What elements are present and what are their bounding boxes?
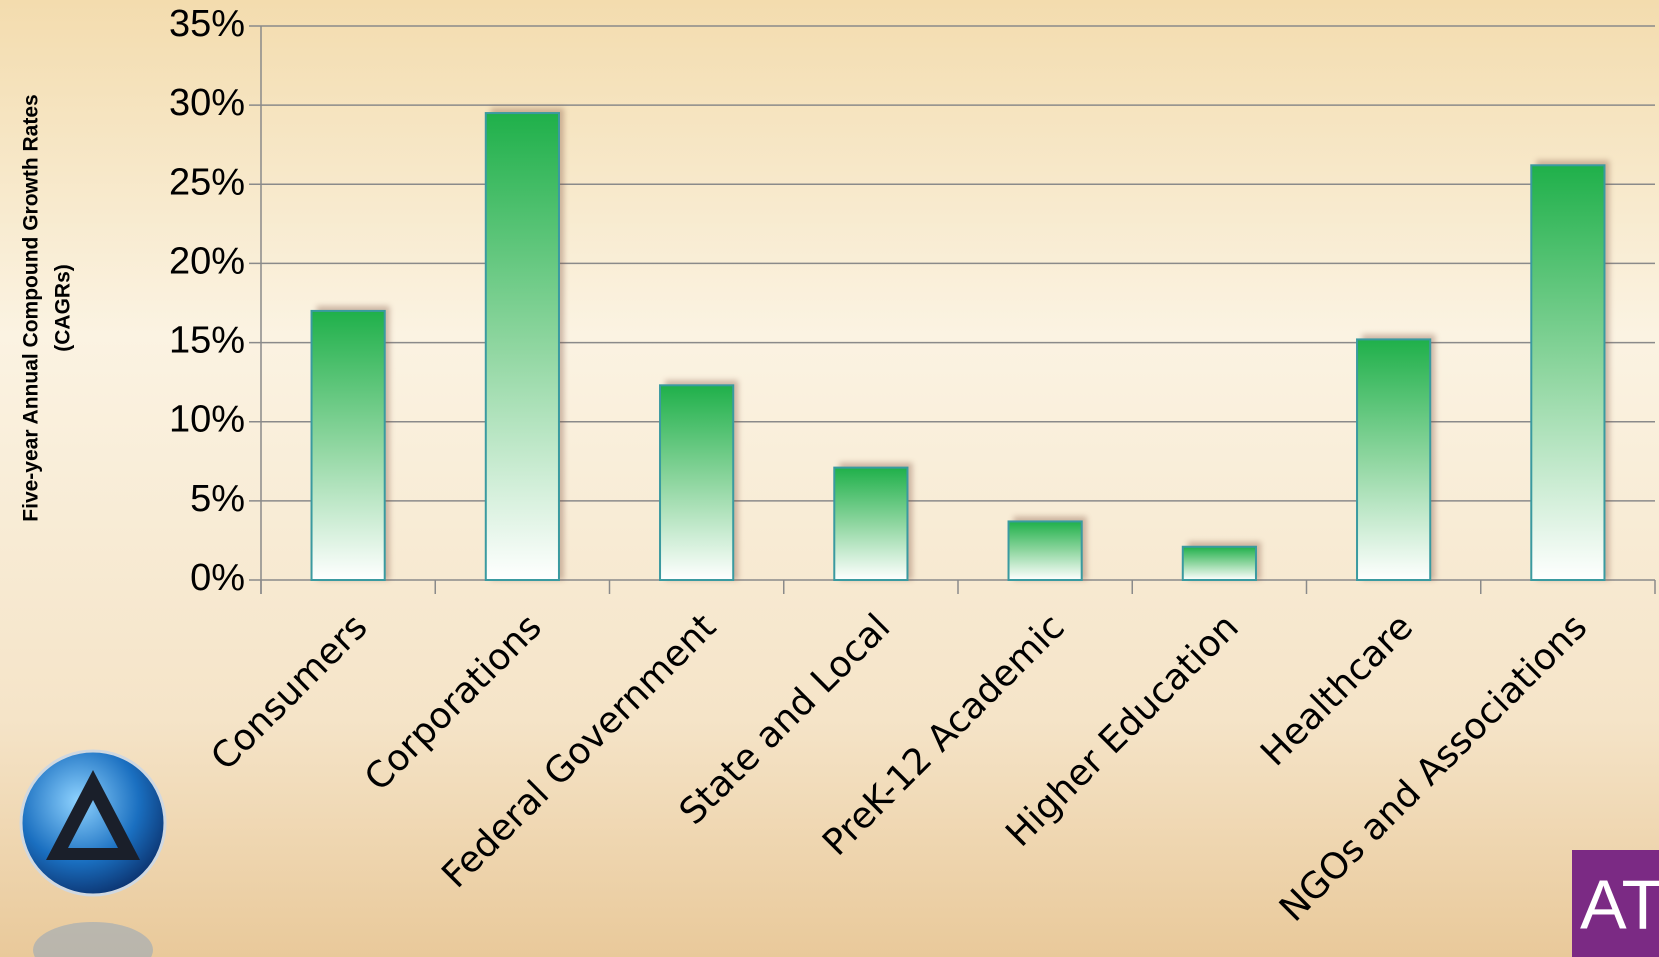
y-tick-label: 35% [169,3,245,45]
y-tick-label: 30% [169,82,245,124]
y-tick-label: 25% [169,161,245,203]
bar [310,309,386,581]
bar [1181,545,1257,582]
y-tick-label: 5% [190,478,245,520]
bar [1530,164,1606,581]
brand-text: AT [1580,865,1659,943]
bar [833,466,909,582]
bar [1007,520,1083,581]
bar [484,112,560,582]
y-tick-label: 20% [169,240,245,282]
y-axis-title: Five-year Annual Compound Growth Rates [20,94,43,521]
y-axis-title: (CAGRs) [52,264,75,352]
y-tick-label: 10% [169,399,245,441]
logo: AT [19,749,1659,957]
y-tick-label: 15% [169,320,245,362]
y-tick-label: 0% [190,557,245,599]
bar [659,384,735,581]
bar [1356,338,1432,581]
